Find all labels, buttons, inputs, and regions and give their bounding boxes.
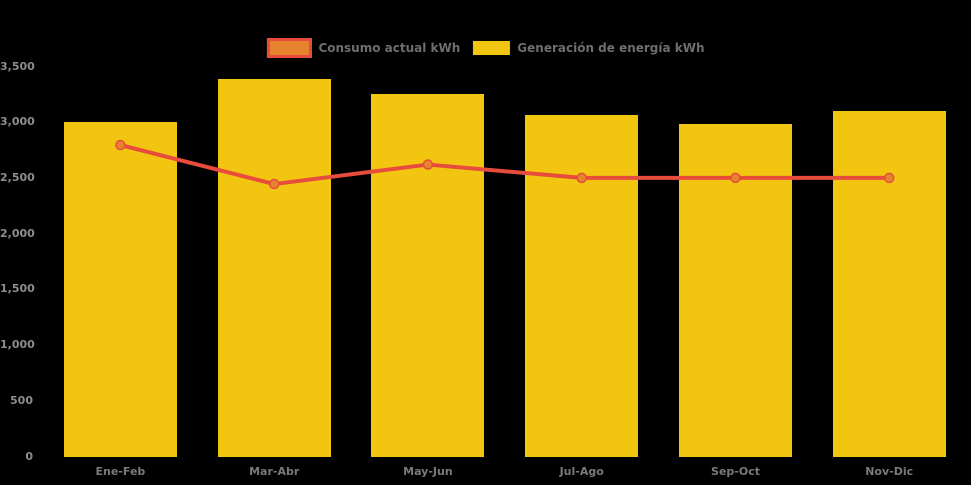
x-tick-label-sep-oct: Sep-Oct (711, 465, 760, 478)
x-tick-label-mar-abr: Mar-Abr (249, 465, 300, 478)
bar-mar-abr[interactable] (217, 79, 331, 457)
x-tick-label-jul-ago: Jul-Ago (559, 465, 604, 478)
x-tick-label-may-jun: May-Jun (403, 465, 453, 478)
y-tick-label-500: 500 (10, 393, 33, 407)
y-tick-label-0: 0 (25, 449, 33, 463)
legend-label-consumo: Consumo actual kWh (318, 41, 461, 55)
bar-sep-oct[interactable] (679, 123, 792, 457)
bar-may-jun[interactable] (371, 94, 485, 457)
y-tick-label-2000: 2,000 (0, 226, 35, 240)
legend-item-generacion[interactable]: Generación de energía kWh (473, 41, 705, 55)
legend-item-consumo[interactable]: Consumo actual kWh (266, 38, 460, 58)
y-tick-label-2500: 2,500 (0, 170, 35, 184)
y-tick-label-3000: 3,000 (0, 115, 35, 129)
bar-ene-feb[interactable] (63, 122, 177, 457)
generacion-swatch-icon (473, 41, 511, 55)
consumo-swatch-icon (266, 38, 312, 58)
bar-jul-ago[interactable] (525, 114, 639, 457)
bar-nov-dic[interactable] (832, 110, 946, 457)
chart-legend: Consumo actual kWh Generación de energía… (266, 38, 705, 58)
x-tick-label-ene-feb: Ene-Feb (95, 465, 146, 478)
y-tick-label-1000: 1,000 (0, 338, 35, 352)
x-tick-label-nov-dic: Nov-Dic (865, 465, 914, 478)
y-tick-label-1500: 1,500 (0, 282, 35, 296)
legend-label-generacion: Generación de energía kWh (517, 41, 705, 55)
y-tick-label-3500: 3,500 (0, 59, 35, 73)
